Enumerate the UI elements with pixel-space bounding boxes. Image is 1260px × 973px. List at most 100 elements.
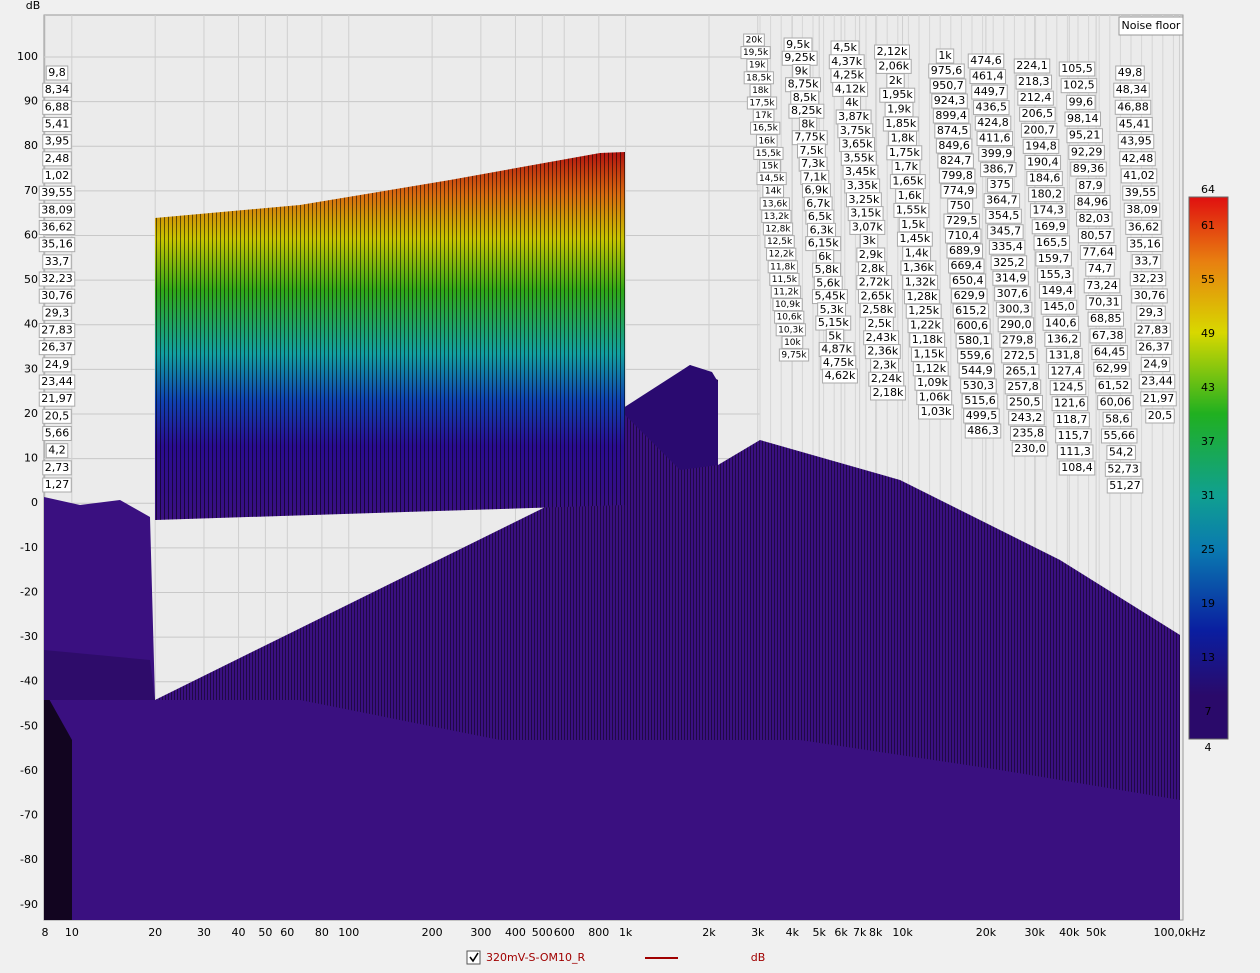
frequency-label: 23,44 (41, 375, 73, 388)
label-box (954, 318, 991, 334)
frequency-label: 364,7 (986, 194, 1018, 207)
label-box (940, 183, 977, 199)
frequency-label: 4k (845, 96, 859, 109)
colorbar-tick-label: 19 (1201, 597, 1215, 610)
frequency-label: 2,43k (866, 331, 897, 344)
frequency-label: 265,1 (1005, 364, 1037, 377)
frequency-label: 2k (889, 74, 903, 87)
frequency-label: 99,6 (1069, 95, 1094, 108)
frequency-label: 21,97 (1143, 392, 1175, 405)
frequency-labels: 9,8 8,34 6,88 5,41 3,95 2,48 1,02 39,55 38,09 36,… (38, 33, 1177, 494)
label-box (1015, 74, 1053, 90)
frequency-label: 750 (950, 199, 971, 212)
frequency-label: 6k (818, 250, 832, 263)
x-tick-label: 10 (65, 926, 79, 939)
label-box (45, 65, 69, 81)
x-tick-label: 6k (834, 926, 848, 939)
label-box (980, 162, 1017, 178)
frequency-label: 159,7 (1038, 252, 1070, 265)
frequency-label: 127,4 (1050, 365, 1082, 378)
frequency-label: 98,14 (1067, 112, 1099, 125)
label-box (931, 93, 968, 109)
frequency-label: 24,9 (1143, 358, 1168, 371)
frequency-label: 474,6 (970, 54, 1002, 67)
label-box (1058, 460, 1096, 476)
label-box (947, 198, 974, 214)
frequency-label: 1,12k (915, 362, 946, 375)
label-box (762, 184, 785, 198)
label-box (1074, 194, 1111, 210)
frequency-label: 6,9k (805, 184, 829, 197)
frequency-label: 58,6 (1105, 412, 1130, 425)
frequency-label: 33,7 (1134, 255, 1159, 268)
colorbar (1188, 196, 1229, 740)
label-box (1145, 408, 1175, 424)
x-tick-label: 30k (1024, 926, 1045, 939)
label-box (955, 333, 993, 349)
label-box (772, 298, 803, 312)
frequency-label: 1,02 (45, 169, 70, 182)
frequency-label: 899,4 (935, 109, 967, 122)
frequency-label: 1,03k (921, 405, 952, 418)
frequency-label: 5,45k (814, 290, 845, 303)
frequency-label: 74,7 (1088, 262, 1113, 275)
x-tick-label: 300 (470, 926, 491, 939)
frequency-label: 17k (755, 111, 772, 121)
colorbar-tick-label: 61 (1201, 219, 1215, 232)
frequency-label: 19,5k (743, 48, 769, 58)
label-box (781, 335, 804, 349)
label-box (974, 115, 1012, 131)
frequency-label: 39,55 (41, 186, 73, 199)
frequency-label: 257,8 (1007, 380, 1039, 393)
x-tick-label: 800 (588, 926, 609, 939)
label-box (1017, 90, 1054, 106)
label-box (1135, 339, 1173, 355)
label-box (983, 193, 1021, 209)
frequency-label: 2,3k (873, 358, 897, 371)
frequency-label: 4,75k (823, 356, 854, 369)
label-box (1037, 267, 1074, 283)
frequency-label: 140,6 (1045, 316, 1077, 329)
label-box (963, 408, 1000, 424)
frequency-label: 3k (862, 234, 876, 247)
label-box (1093, 361, 1130, 377)
checkmark (469, 952, 479, 963)
colorbar-tick-label: 49 (1201, 327, 1215, 340)
frequency-label: 3,15k (850, 207, 881, 220)
frequency-label: 12,5k (767, 237, 793, 247)
label-box (38, 391, 76, 407)
x-tick-label: 100,0kHz (1153, 926, 1205, 939)
frequency-label: 2,73 (45, 461, 70, 474)
label-box (943, 213, 980, 229)
label-box (38, 288, 76, 304)
legend-checkbox[interactable] (466, 950, 481, 965)
label-box (949, 273, 987, 289)
frequency-label: 32,23 (1132, 272, 1164, 285)
label-box (1070, 161, 1107, 177)
frequency-label: 55,66 (1103, 429, 1135, 442)
label-box (766, 247, 797, 261)
x-tick-label: 60 (280, 926, 294, 939)
frequency-label: 5,6k (816, 276, 840, 289)
frequency-label: 499,5 (966, 409, 998, 422)
frequency-label: 600,6 (957, 319, 989, 332)
x-tick-label: 400 (505, 926, 526, 939)
label-box (1031, 219, 1069, 235)
frequency-label: 13,2k (764, 212, 790, 222)
label-box (1077, 228, 1115, 244)
frequency-label: 7,3k (801, 157, 825, 170)
frequency-label: 2,8k (861, 262, 885, 275)
label-box (1047, 364, 1085, 380)
frequency-label: 2,24k (871, 372, 902, 385)
frequency-label: 1,36k (903, 261, 934, 274)
frequency-label: 2,12k (877, 45, 908, 58)
frequency-label: 136,2 (1047, 332, 1079, 345)
frequency-label: 212,4 (1020, 91, 1052, 104)
frequency-label: 3,65k (842, 138, 873, 151)
frequency-label: 5,15k (818, 316, 849, 329)
frequency-label: 2,36k (867, 345, 898, 358)
label-box (1009, 425, 1047, 441)
frequency-label: 49,8 (1118, 66, 1143, 79)
label-box (1102, 411, 1133, 427)
frequency-label: 118,7 (1056, 413, 1088, 426)
